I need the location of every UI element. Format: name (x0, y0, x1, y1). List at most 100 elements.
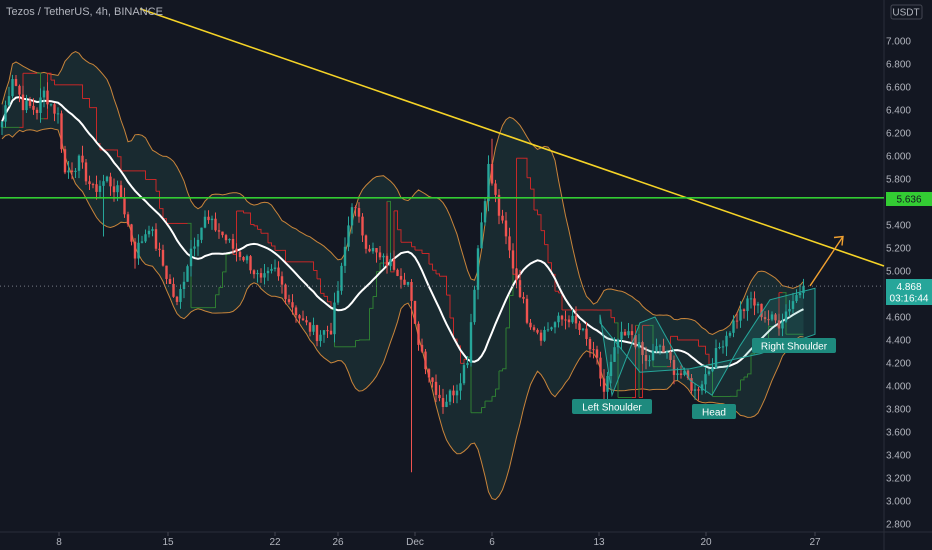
candle-body (214, 218, 217, 231)
stop-line-segment (114, 149, 118, 157)
candle-body (539, 332, 543, 341)
candle-body (361, 216, 364, 236)
candle-body (798, 293, 802, 296)
price-tick-label: 7.000 (886, 37, 911, 48)
candle-body (410, 281, 413, 301)
stop-line-segment (534, 209, 538, 215)
candle-body (669, 351, 672, 360)
stop-line-segment (394, 210, 398, 230)
candle-body (126, 214, 130, 225)
candle-body (756, 303, 760, 306)
stop-line-segment (506, 295, 510, 329)
candle-body (602, 378, 606, 392)
time-tick-label: 26 (332, 537, 344, 548)
pattern-label[interactable]: Right Shoulder (752, 338, 836, 353)
candle-body (441, 398, 445, 407)
moving-average-line (1, 96, 804, 370)
candle-body (693, 389, 697, 391)
pattern-label-box (572, 399, 652, 414)
candle-body (707, 371, 711, 375)
candle-body (571, 315, 574, 323)
candle-body (641, 342, 644, 356)
candle-body (322, 330, 326, 335)
candle-body (578, 323, 581, 330)
price-tick-label: 4.600 (886, 313, 911, 324)
candle-body (529, 322, 532, 328)
stop-line-segment (429, 263, 433, 271)
candle-body (291, 302, 294, 308)
candle-body (413, 300, 417, 324)
candle-body (319, 334, 322, 342)
stop-line-segment (548, 262, 552, 275)
stop-line-segment (317, 278, 321, 294)
candle-body (130, 224, 133, 242)
candle-body (620, 331, 623, 340)
projection-arrow[interactable] (809, 236, 844, 287)
candle-body (74, 170, 77, 172)
candle-body (627, 331, 630, 336)
price-axis[interactable] (884, 0, 932, 550)
candle-body (434, 381, 438, 395)
candle-body (504, 220, 508, 237)
candle-body (494, 183, 497, 195)
pattern-label[interactable]: Left Shoulder (572, 399, 652, 414)
stop-line-segment (544, 244, 549, 263)
candle-body (249, 256, 252, 271)
stop-line-segment (733, 390, 738, 397)
candle-body (329, 330, 333, 335)
stop-line-segment (702, 345, 706, 355)
stop-line-segment (324, 295, 328, 302)
candle-body (770, 314, 774, 320)
candle-body (151, 229, 154, 231)
candle-body (739, 309, 742, 321)
candle-body (616, 339, 620, 348)
candle-body (154, 229, 158, 249)
price-tick-label: 3.000 (886, 497, 911, 508)
candle-body (382, 255, 385, 258)
candle-body (690, 378, 693, 391)
candle-body (683, 370, 686, 375)
stop-line-segment (418, 249, 423, 254)
candle-body (140, 241, 144, 243)
currency-label: USDT (892, 8, 919, 19)
pattern-outline[interactable] (599, 287, 816, 398)
currency-badge[interactable]: USDT (890, 4, 923, 20)
candle-body (39, 97, 42, 113)
stop-line-segment (215, 287, 220, 296)
candle-body (767, 319, 770, 321)
candle-body (105, 176, 109, 182)
candle-body (340, 265, 343, 291)
candle-body (18, 85, 21, 95)
stop-line-segment (523, 157, 528, 178)
pattern-label[interactable]: Head (692, 404, 736, 419)
candle-body (252, 270, 256, 275)
candle-body (438, 394, 441, 399)
candle-body (242, 257, 245, 261)
stop-line-segment (527, 177, 531, 190)
candle-body (312, 325, 315, 332)
stop-line-segment (509, 274, 514, 297)
candle-body (725, 335, 728, 347)
stop-line-segment (282, 249, 286, 262)
candle-body (21, 94, 25, 111)
stop-line-segment (310, 261, 314, 271)
candle-body (298, 315, 301, 319)
descending-trendline[interactable] (139, 8, 885, 267)
candle-body (665, 351, 669, 353)
candle-body (791, 301, 795, 309)
stop-line-segment (219, 271, 223, 289)
candle-body (648, 360, 651, 362)
candle-body (67, 170, 70, 173)
stop-line-segment (222, 254, 227, 273)
candle-body (375, 248, 378, 253)
candle-body (599, 357, 602, 379)
candle-body (137, 242, 140, 259)
price-tick-label: 3.200 (886, 474, 911, 485)
stop-line-segment (390, 210, 395, 273)
candle-body (256, 273, 259, 275)
stop-line-segment (352, 340, 356, 348)
candle-body (501, 215, 504, 221)
candle-body (704, 374, 707, 385)
